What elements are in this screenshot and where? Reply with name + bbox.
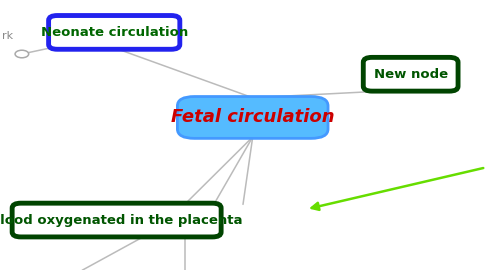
FancyBboxPatch shape — [363, 58, 458, 91]
Text: New node: New node — [374, 68, 448, 81]
Text: Blood oxygenated in the placenta: Blood oxygenated in the placenta — [0, 214, 243, 227]
Text: Fetal circulation: Fetal circulation — [171, 109, 334, 126]
Circle shape — [15, 50, 29, 58]
FancyBboxPatch shape — [177, 97, 328, 139]
Text: rk: rk — [2, 31, 14, 42]
Text: Neonate circulation: Neonate circulation — [41, 26, 188, 39]
FancyBboxPatch shape — [12, 203, 221, 237]
FancyBboxPatch shape — [49, 15, 180, 49]
